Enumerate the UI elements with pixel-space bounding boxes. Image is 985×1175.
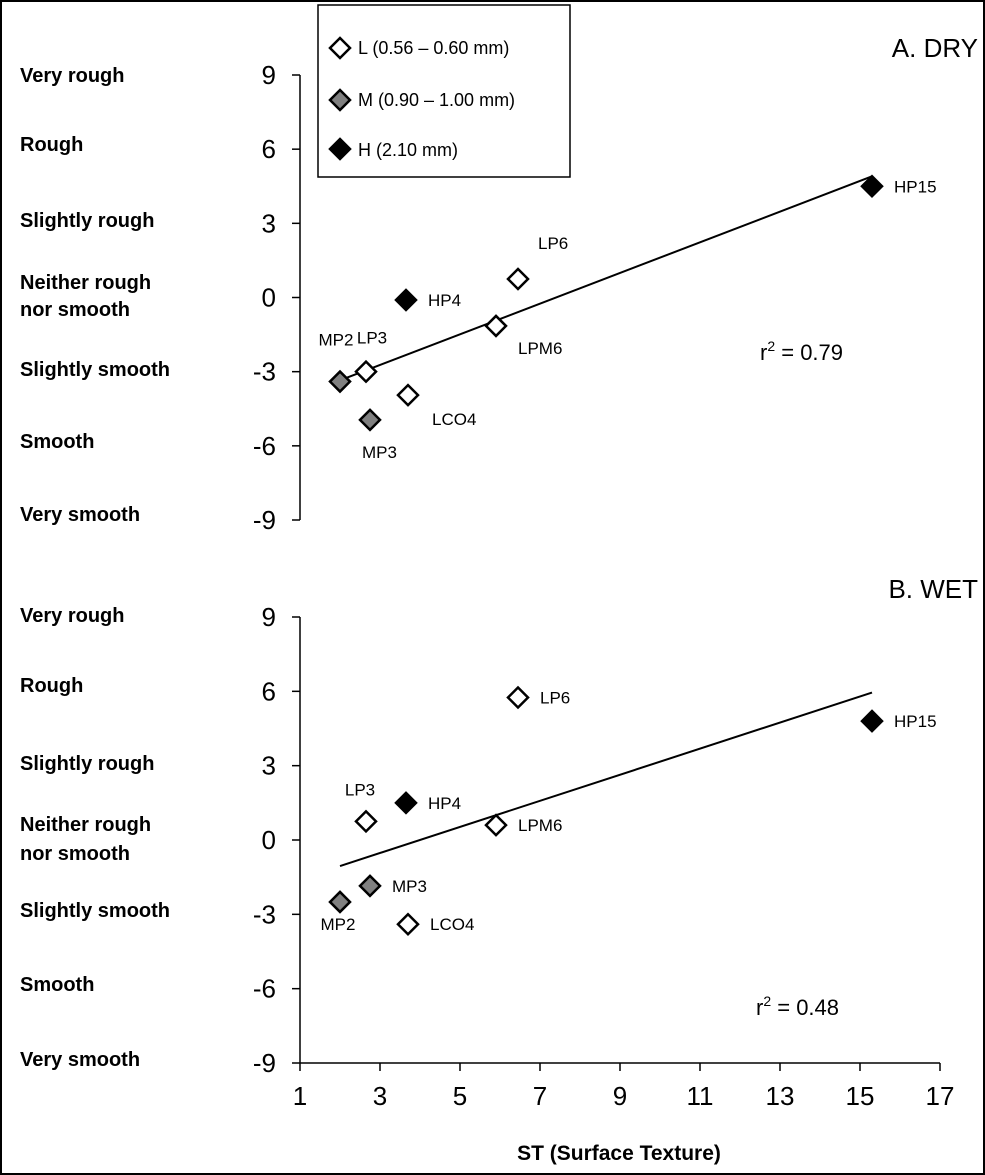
point-label-lpm6: LPM6 [518,339,562,358]
y-category-rough: Rough [20,675,83,697]
y-tick-label: -3 [253,899,276,929]
x-axis-title: ST (Surface Texture) [517,1142,721,1165]
data-point-lco4 [396,912,420,937]
y-tick-label: 3 [262,751,276,781]
y-tick-label: 3 [262,208,276,238]
data-point-lp6 [506,267,530,291]
point-label-hp15: HP15 [894,177,937,196]
y-tick-label: 6 [262,676,276,706]
y-tick-label: 9 [262,602,276,632]
point-label-lp6: LP6 [538,234,568,253]
panel-wet: B. WET r2 = 0.48 ST (Surface Texture) 9 6… [20,574,978,1165]
y-tick-label: 0 [262,825,276,855]
y-tick-label: 9 [262,60,276,90]
y-tick-label: -9 [253,505,276,535]
point-label-mp3: MP3 [362,443,397,462]
point-label-lpm6: LPM6 [518,816,562,835]
r2-annotation-dry: r2 = 0.79 [760,338,843,365]
legend-label-m: M (0.90 – 1.00 mm) [358,90,515,110]
legend-marker-m [328,88,352,112]
x-tick-label: 11 [687,1081,714,1111]
data-point-mp3 [358,874,382,898]
data-point-hp4 [394,791,418,815]
legend-label-l: L (0.56 – 0.60 mm) [358,38,509,58]
legend-box [317,4,571,178]
y-category-rough: Rough [20,134,83,156]
data-point-lp3 [354,359,378,384]
data-point-mp3 [358,408,382,432]
y-category-smooth: Smooth [20,431,94,453]
x-tick-label: 9 [613,1081,627,1111]
point-label-lp6: LP6 [540,689,570,708]
data-point-lp6 [506,685,530,710]
legend-marker-l [328,36,352,60]
x-tick-label: 3 [373,1081,387,1111]
point-label-mp2: MP2 [321,915,356,934]
x-tick-label: 17 [926,1081,955,1111]
y-category-neither-rough-nor-smooth: Neither rough nor smooth [20,272,151,321]
x-tick-label: 13 [766,1081,795,1111]
legend-item-h: H (2.10 mm) [328,137,458,161]
y-category-very-smooth: Very smooth [20,504,140,526]
trendline [339,175,873,382]
y-tick-label: 6 [262,134,276,164]
x-tick-label: 1 [293,1081,307,1111]
data-point-hp15 [860,709,884,733]
y-category-very-smooth: Very smooth [20,1049,140,1071]
point-label-lp3: LP3 [357,329,387,348]
point-label-mp2: MP2 [319,331,354,350]
point-label-lco4: LCO4 [430,915,474,934]
data-point-lpm6 [484,813,508,837]
data-point-hp15 [860,174,884,199]
legend: L (0.56 – 0.60 mm) M (0.90 – 1.00 mm) H … [317,4,571,178]
y-category-slightly-smooth: Slightly smooth [20,900,170,922]
data-point-mp2 [328,369,352,394]
point-label-hp4: HP4 [428,291,461,310]
point-label-hp4: HP4 [428,794,461,813]
y-tick-label: -9 [253,1048,276,1078]
data-point-hp4 [394,288,418,312]
y-category-slightly-rough: Slightly rough [20,753,154,775]
point-label-hp15: HP15 [894,712,937,731]
legend-marker-h [328,137,352,161]
legend-label-h: H (2.10 mm) [358,140,458,160]
legend-item-l: L (0.56 – 0.60 mm) [328,36,509,60]
x-tick-label: 5 [453,1081,467,1111]
y-tick-label: -6 [253,431,276,461]
panel-title-wet: B. WET [888,574,978,604]
x-tick-label: 15 [846,1081,875,1111]
point-label-lco4: LCO4 [432,410,476,429]
y-category-slightly-rough: Slightly rough [20,210,154,232]
r2-annotation-wet: r2 = 0.48 [756,993,839,1020]
data-point-lpm6 [484,314,508,338]
y-category-smooth: Smooth [20,974,94,996]
y-category-very-rough: Very rough [20,605,124,627]
legend-item-m: M (0.90 – 1.00 mm) [328,88,515,112]
y-tick-label: 0 [262,283,276,313]
data-point-lco4 [396,383,420,407]
panel-dry: A. DRY r2 = 0.79 9 6 3 0 -3 -6 -9 Very rough Rou… [20,33,978,535]
point-label-lp3: LP3 [345,780,375,799]
data-point-lp3 [354,809,378,834]
y-category-very-rough: Very rough [20,65,124,87]
y-tick-label: -6 [253,974,276,1004]
trendline [339,691,873,867]
x-tick-label: 7 [533,1081,547,1111]
panel-title-dry: A. DRY [892,33,978,63]
data-point-mp2 [328,890,352,914]
y-tick-label: -3 [253,357,276,387]
point-label-mp3: MP3 [392,877,427,896]
y-category-neither-rough-nor-smooth: Neither rough nor smooth [20,814,151,865]
y-category-slightly-smooth: Slightly smooth [20,359,170,381]
